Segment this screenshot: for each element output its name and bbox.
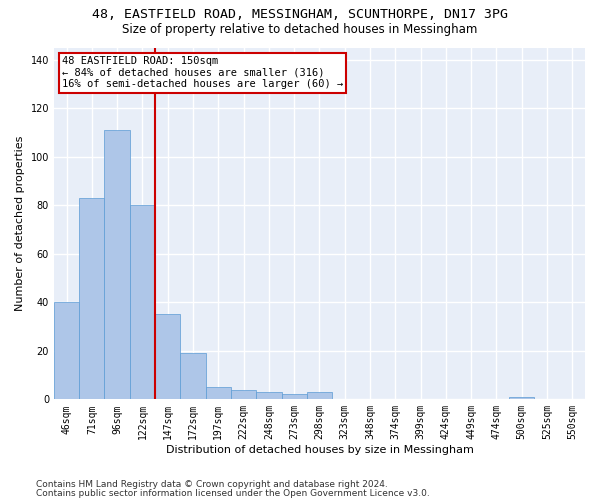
Text: Contains HM Land Registry data © Crown copyright and database right 2024.: Contains HM Land Registry data © Crown c… xyxy=(36,480,388,489)
Text: Size of property relative to detached houses in Messingham: Size of property relative to detached ho… xyxy=(122,22,478,36)
X-axis label: Distribution of detached houses by size in Messingham: Distribution of detached houses by size … xyxy=(166,445,473,455)
Text: Contains public sector information licensed under the Open Government Licence v3: Contains public sector information licen… xyxy=(36,490,430,498)
Bar xyxy=(509,397,535,400)
Y-axis label: Number of detached properties: Number of detached properties xyxy=(15,136,25,311)
Bar xyxy=(79,198,104,400)
Bar xyxy=(54,302,79,400)
Bar xyxy=(130,205,155,400)
Bar xyxy=(256,392,281,400)
Bar xyxy=(206,387,231,400)
Bar xyxy=(181,353,206,400)
Bar xyxy=(155,314,181,400)
Text: 48 EASTFIELD ROAD: 150sqm
← 84% of detached houses are smaller (316)
16% of semi: 48 EASTFIELD ROAD: 150sqm ← 84% of detac… xyxy=(62,56,343,90)
Bar xyxy=(104,130,130,400)
Text: 48, EASTFIELD ROAD, MESSINGHAM, SCUNTHORPE, DN17 3PG: 48, EASTFIELD ROAD, MESSINGHAM, SCUNTHOR… xyxy=(92,8,508,20)
Bar xyxy=(281,394,307,400)
Bar xyxy=(307,392,332,400)
Bar xyxy=(231,390,256,400)
